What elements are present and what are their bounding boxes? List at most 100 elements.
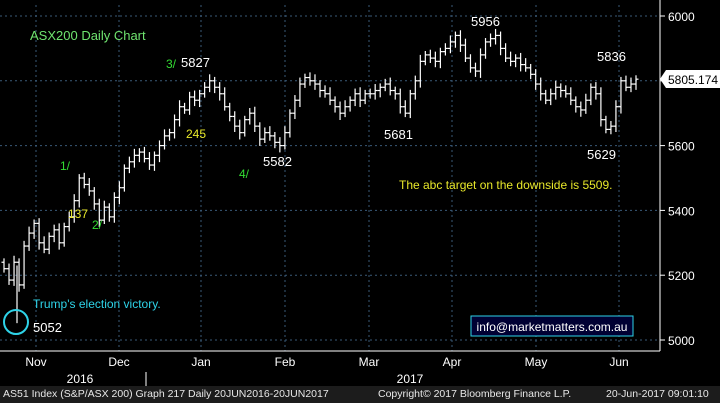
ohlc-bar [116, 181, 122, 205]
ohlc-bar [397, 88, 403, 114]
ohlc-bar [573, 96, 579, 113]
chart-annotation: 2/ [92, 218, 103, 232]
ohlc-bar [337, 101, 343, 121]
chart-annotation: 4/ [239, 167, 250, 181]
ohlc-bar [538, 77, 544, 101]
chart-annotation: 5629 [587, 147, 616, 162]
ohlc-bar [141, 146, 147, 163]
footer-bar: AS51 Index (S&P/ASX 200) Graph 217 Daily… [0, 386, 720, 403]
ohlc-bar [11, 255, 17, 286]
chart-annotation: 5052 [33, 320, 62, 335]
ohlc-bar [427, 49, 433, 63]
ohlc-bar [493, 28, 499, 45]
ohlc-bar [613, 100, 619, 132]
chart-annotation: 5827 [181, 55, 210, 70]
ohlc-bar [402, 100, 408, 118]
chart-annotation: 137 [68, 207, 88, 221]
ohlc-bar [312, 74, 318, 90]
ohlc-bar [462, 38, 468, 63]
ohlc-bar [232, 111, 238, 132]
watermark-text: info@marketmatters.com.au [477, 320, 628, 334]
ohlc-bar [568, 87, 574, 106]
ohlc-bar [513, 54, 519, 68]
ohlc-bar [146, 152, 152, 170]
ohlc-bar [457, 30, 463, 52]
ohlc-bar [382, 78, 388, 92]
ohlc-bar [187, 91, 193, 115]
ohlc-bar [172, 114, 178, 139]
x-year-label: 2017 [397, 372, 424, 386]
x-month-label: Apr [443, 355, 462, 369]
ohlc-bar [26, 226, 32, 251]
ohlc-bar [302, 73, 308, 88]
ohlc-bar [136, 148, 142, 163]
ohlc-bar [518, 52, 524, 72]
ohlc-bar [66, 211, 72, 232]
ohlc-bar [483, 38, 489, 59]
ohlc-bar [51, 224, 57, 243]
ohlc-bar [167, 128, 173, 141]
ohlc-bar [247, 108, 253, 125]
y-tick-label: 6000 [668, 10, 695, 24]
ohlc-bar [563, 85, 569, 98]
ohlc-bar [623, 75, 629, 92]
chart-annotation: Trump's election victory. [33, 297, 161, 311]
chart-annotation: 3/ [166, 57, 177, 71]
ohlc-bar [558, 83, 564, 98]
ohlc-bar [111, 192, 117, 223]
ohlc-bar [91, 187, 97, 210]
x-month-label: May [525, 355, 548, 369]
ohlc-bar [553, 80, 559, 100]
ohlc-bar [76, 174, 82, 208]
ohlc-bar [528, 63, 534, 80]
ohlc-bar [212, 76, 218, 94]
ohlc-bar [472, 62, 478, 77]
chart-title: ASX200 Daily Chart [30, 28, 146, 43]
chart-annotation: 245 [186, 127, 206, 141]
chart-annotation: 5582 [263, 154, 292, 169]
ohlc-bar [508, 51, 514, 67]
ohlc-bar [307, 72, 313, 86]
footer-timestamp: 20-Jun-2017 09:01:10 [606, 388, 709, 400]
ohlc-bar [86, 178, 92, 196]
ohlc-bar [352, 88, 358, 107]
ohlc-bar [628, 77, 634, 93]
ohlc-bar [317, 80, 323, 98]
footer-copyright: Copyright© 2017 Bloomberg Finance L.P. [378, 388, 572, 400]
ohlc-bar [442, 43, 448, 56]
x-month-label: Dec [108, 355, 129, 369]
ohlc-bar [21, 240, 27, 289]
ohlc-bar [603, 115, 609, 134]
ohlc-bar [588, 83, 594, 106]
ohlc-bar [101, 200, 107, 225]
y-tick-label: 5400 [668, 204, 695, 218]
ohlc-bar [387, 77, 393, 96]
ohlc-bar [41, 236, 47, 254]
ohlc-bar [292, 95, 298, 120]
ohlc-bar [287, 109, 293, 138]
ohlc-bar [1, 258, 7, 273]
ohlc-bar [367, 88, 373, 99]
ohlc-bar [151, 151, 157, 171]
x-month-label: Nov [25, 355, 46, 369]
ohlc-bar [498, 31, 504, 56]
ohlc-bar [372, 84, 378, 100]
ohlc-bar [417, 54, 423, 88]
ohlc-bar [207, 74, 213, 93]
ohlc-bar [252, 106, 258, 132]
ohlc-bar [31, 219, 37, 239]
ohlc-bar [96, 198, 102, 227]
ohlc-bar [478, 48, 484, 78]
ohlc-bar [422, 50, 428, 66]
ohlc-bar [598, 87, 604, 127]
ohlc-bar [162, 129, 168, 150]
ohlc-bar [347, 96, 353, 112]
ohlc-bar [618, 76, 624, 114]
ohlc-bar [267, 126, 273, 141]
chart-annotation: 5681 [384, 127, 413, 142]
ohlc-bar [106, 203, 112, 222]
ohlc-bar [262, 127, 268, 144]
chart-annotation: 5836 [597, 49, 626, 64]
ohlc-bar [297, 77, 303, 108]
ohlc-bar [36, 218, 42, 250]
